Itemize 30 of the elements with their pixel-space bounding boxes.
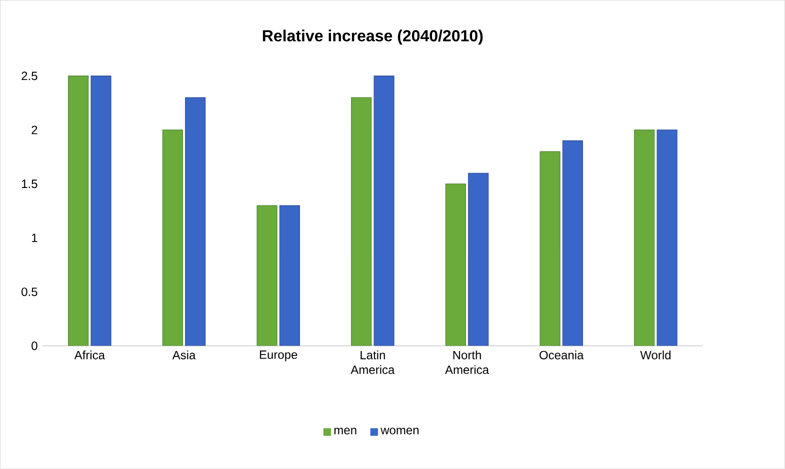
bar [256,205,278,346]
bar [656,130,678,346]
bar [540,151,560,346]
bar [162,130,183,346]
bar [445,184,466,346]
y-tick-label: 0 [32,342,38,350]
y-tick-label: 2.5 [22,72,38,80]
legend-label: men [334,428,356,434]
bar [351,97,372,346]
y-tick-label: 0.5 [22,288,38,296]
y-tick-label: 1 [32,234,38,242]
bar [90,76,112,346]
x-tick-label: Oceania [540,350,584,360]
bar [185,97,206,346]
bar [634,130,655,346]
bar [279,205,300,346]
x-tick-label: North America [445,350,490,374]
x-tick-label: Latin America [350,350,395,374]
y-tick-label: 1.5 [22,180,38,188]
bar [374,76,394,346]
bar [68,76,89,346]
x-tick-label: Europe [260,350,298,362]
bar [468,172,489,346]
chart-title: Relative increase (2040/2010) [262,30,483,45]
bar [562,140,583,346]
x-tick-label: Africa [74,350,105,360]
x-tick-label: World [640,350,670,360]
x-tick-label: Asia [172,350,196,360]
legend-label: women [380,428,419,434]
y-tick-label: 2 [32,126,38,134]
